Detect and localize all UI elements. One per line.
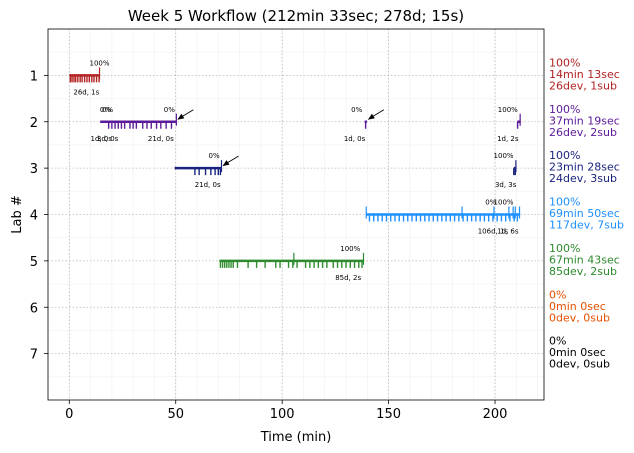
y-tick-label: 3: [30, 162, 38, 177]
lab-6-summary-line: 0dev, 0sub: [549, 311, 610, 324]
annotation-label: 1d, 0s: [344, 135, 366, 143]
lab-5-summary-line: 67min 43sec: [549, 253, 620, 266]
x-tick-label: 50: [167, 407, 184, 422]
annotation-label: 3d, 0s: [97, 135, 119, 143]
lab-3-summary-line: 100%: [549, 149, 580, 162]
y-tick-label: 6: [30, 301, 38, 316]
lab-2-summary-line: 37min 19sec: [549, 114, 620, 127]
annotation-label: 0%: [208, 152, 219, 160]
annotation-label: 1d, 0s: [90, 135, 112, 143]
annotation-label: 100%: [494, 199, 514, 207]
lab-2-summary-line: 26dev, 2sub: [549, 126, 617, 139]
lab-1-summary-line: 26dev, 1sub: [549, 79, 617, 92]
annotation-label: 100%: [498, 106, 518, 114]
annotation-label: 85d, 2s: [335, 274, 361, 282]
annotation-label: 3d, 3s: [495, 181, 517, 189]
y-tick-label: 2: [30, 116, 38, 131]
annotation-label: 100%: [90, 59, 110, 67]
annotation-label: 100%: [494, 152, 514, 160]
annotation-label: 0%: [164, 106, 175, 114]
x-axis-label: Time (min): [260, 430, 332, 445]
lab-1-summary-line: 14min 13sec: [549, 68, 620, 81]
y-axis-label: Lab #: [10, 195, 25, 234]
annotation-label: 1d, 2s: [497, 135, 519, 143]
annotation-label: 21d, 0s: [148, 135, 174, 143]
x-tick-label: 200: [483, 407, 508, 422]
chart-title: Week 5 Workflow (212min 33sec; 278d; 15s…: [128, 7, 464, 25]
annotation-label: 0%: [102, 106, 113, 114]
lab-7-summary-line: 0min 0sec: [549, 346, 606, 359]
annotation-label: 0%: [351, 106, 362, 114]
lab-7-summary-line: 0%: [549, 335, 566, 348]
annotation-label: 100%: [340, 245, 360, 253]
x-tick-label: 150: [376, 407, 401, 422]
annotation-label: 106d, 1s: [478, 228, 509, 236]
lab-2-summary-line: 100%: [549, 103, 580, 116]
lab-3-summary-line: 24dev, 3sub: [549, 172, 617, 185]
lab-6-summary-line: 0%: [549, 288, 566, 301]
lab-4-summary-line: 117dev, 7sub: [549, 219, 624, 232]
lab-7-summary-line: 0dev, 0sub: [549, 358, 610, 371]
y-tick-label: 5: [30, 255, 38, 270]
lab-5-summary-line: 100%: [549, 242, 580, 255]
pointer-arrow-head: [222, 160, 230, 167]
annotation-label: 1d, 6s: [497, 228, 519, 236]
lab-4-summary-line: 69min 50sec: [549, 207, 620, 220]
annotation-label: 26d, 1s: [73, 88, 99, 96]
lab-3-summary-line: 23min 28sec: [549, 161, 620, 174]
plot-frame: [47, 28, 545, 401]
annotation-label: 21d, 0s: [195, 181, 221, 189]
lab-6-summary-line: 0min 0sec: [549, 300, 606, 313]
lab-5-summary-line: 85dev, 2sub: [549, 265, 617, 278]
y-tick-label: 4: [30, 209, 38, 224]
lab-1-summary-line: 100%: [549, 56, 580, 69]
x-tick-label: 100: [270, 407, 295, 422]
lab-4-summary-line: 100%: [549, 196, 580, 209]
annotation-label: 0%: [100, 106, 111, 114]
y-tick-label: 7: [30, 348, 38, 363]
pointer-arrow-head: [367, 113, 375, 120]
pointer-arrow-head: [177, 113, 185, 120]
y-tick-label: 1: [30, 69, 38, 84]
x-tick-label: 0: [65, 407, 73, 422]
annotation-label: 0%: [485, 199, 496, 207]
